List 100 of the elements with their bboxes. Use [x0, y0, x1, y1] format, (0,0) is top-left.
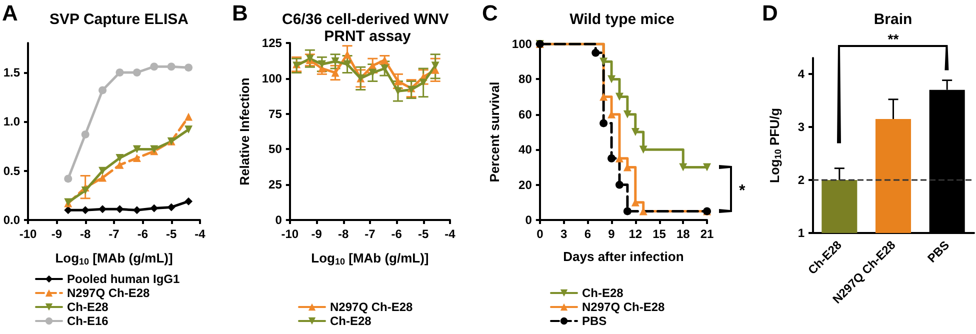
text: B — [232, 0, 248, 26]
y-tick-label: 0 — [525, 213, 532, 227]
point — [167, 62, 176, 71]
legend-label: Ch-E28 — [330, 314, 372, 328]
point — [184, 197, 193, 206]
legend-label: PBS — [582, 314, 607, 328]
x-tick-label: -10 — [19, 227, 37, 241]
x-tick-label: -9 — [311, 227, 322, 241]
point — [623, 207, 632, 216]
y-axis-title: Log10 PFU/g — [767, 108, 783, 183]
legend-label: Pooled human IgG1 — [67, 272, 180, 286]
point — [600, 58, 608, 66]
point — [623, 110, 632, 118]
y-tick-label: 60 — [518, 107, 532, 122]
legend-label: Ch-E28 — [67, 300, 109, 314]
point — [98, 166, 107, 175]
point — [132, 206, 141, 214]
point — [81, 206, 90, 214]
x-tick-label: -4 — [194, 227, 206, 241]
y-tick-label: 0.5 — [3, 164, 20, 178]
point — [431, 62, 440, 70]
point — [184, 64, 193, 72]
point — [631, 128, 640, 136]
y-tick-label: 1.5 — [3, 66, 20, 80]
point — [98, 86, 107, 94]
legend-label: N297Q Ch-E28 — [330, 300, 414, 314]
x-tick-label: -5 — [418, 227, 429, 241]
point — [608, 154, 616, 162]
point — [116, 68, 124, 76]
point — [116, 205, 124, 214]
x-tick-label: -10 — [281, 227, 299, 241]
chart-title: Wild type mice — [570, 11, 674, 28]
point — [592, 48, 600, 57]
y-tick-label: 75 — [268, 106, 282, 121]
y-axis-title: Relative Infection — [237, 78, 252, 186]
x-tick-label: -6 — [137, 227, 148, 241]
point — [608, 75, 616, 84]
chart-title: C6/36 cell-derived WNV PRNT assay — [282, 11, 453, 45]
x-tick-label: -7 — [364, 227, 376, 241]
point — [132, 145, 141, 154]
chart-title: Brain — [874, 11, 912, 28]
point — [167, 203, 176, 212]
point — [331, 68, 340, 77]
legend-label: N297Q Ch-E28 — [582, 300, 666, 314]
point — [132, 154, 141, 162]
x-tick-label: -7 — [108, 227, 120, 241]
x-tick-label: 3 — [560, 227, 568, 241]
point — [703, 163, 711, 172]
point — [132, 68, 141, 76]
point — [679, 163, 688, 172]
x-tick-label: 0 — [536, 227, 544, 241]
x-tick-label: 6 — [584, 227, 592, 241]
point — [116, 154, 124, 162]
x-axis-title: Days after infection — [563, 249, 684, 264]
point — [116, 160, 124, 169]
x-tick-label: -5 — [166, 227, 177, 241]
text: C — [482, 0, 498, 26]
y-tick-label: 50 — [268, 142, 282, 156]
x-tick-label: -4 — [444, 227, 456, 241]
text: * — [739, 182, 746, 200]
y-tick-label: 2 — [798, 172, 805, 187]
x-tick-label: -9 — [51, 227, 62, 241]
point — [600, 92, 608, 101]
point — [615, 92, 624, 101]
point — [184, 112, 193, 121]
point — [184, 126, 193, 134]
y-tick-label: 25 — [268, 178, 282, 192]
text: ** — [888, 31, 900, 47]
point — [615, 180, 624, 189]
y-tick-label: 40 — [518, 142, 532, 157]
y-tick-label: 0 — [275, 213, 282, 227]
y-axis-title: Percent survival — [487, 82, 502, 182]
x-tick-label: 9 — [608, 227, 616, 241]
point — [150, 62, 158, 71]
legend-label: Ch-E28 — [582, 286, 624, 300]
x-tick-label: -6 — [391, 227, 402, 241]
y-tick-label: 100 — [262, 71, 282, 86]
x-tick-label: 18 — [676, 227, 690, 241]
point — [639, 146, 648, 154]
text: D — [762, 0, 778, 26]
y-tick-label: 80 — [518, 72, 532, 86]
y-tick-label: 4 — [798, 66, 805, 81]
x-tick-label: -8 — [80, 227, 91, 241]
x-tick-label: -8 — [338, 227, 349, 241]
y-tick-label: 20 — [518, 178, 532, 192]
x-tick-label: 15 — [652, 227, 666, 241]
x-tick-label: 12 — [628, 227, 642, 241]
point — [600, 119, 608, 128]
point — [81, 130, 90, 138]
point — [98, 174, 107, 182]
legend-label: N297Q Ch-E28 — [67, 286, 150, 300]
point — [64, 206, 72, 214]
y-tick-label: 1 — [798, 226, 805, 240]
text: A — [2, 0, 18, 26]
y-tick-label: 100 — [512, 37, 532, 51]
y-tick-label: 125 — [262, 36, 282, 50]
legend-label: Ch-E16 — [67, 314, 109, 328]
point — [150, 204, 158, 212]
x-tick-label: 21 — [700, 227, 714, 241]
point — [380, 64, 389, 72]
